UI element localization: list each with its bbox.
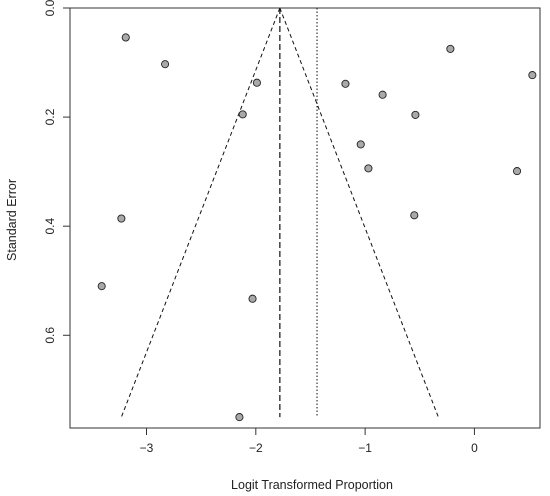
data-points [97,33,537,422]
data-point [356,140,365,149]
x-tick-label: −3 [140,441,154,455]
data-point [161,60,170,69]
funnel-lines [120,7,439,418]
data-point [378,90,387,99]
y-axis-title: Standard Error [5,179,19,261]
funnel-left-line [120,7,281,418]
y-tick-label: 0.6 [43,327,57,344]
data-point [121,33,130,42]
y-axis: 0.0 0.2 0.4 0.6 [43,0,70,344]
x-axis-title: Logit Transformed Proportion [231,478,393,492]
data-point [528,71,537,80]
funnel-right-line [279,7,439,418]
x-tick-label: 0 [471,441,478,455]
data-point [248,294,257,303]
y-tick-label: 0.0 [43,0,57,16]
x-tick-label: −2 [249,441,263,455]
y-tick-label: 0.2 [43,108,57,125]
data-point [410,211,419,220]
y-tick-label: 0.4 [43,218,57,235]
data-point [252,78,261,87]
data-point [235,413,244,422]
data-point [117,214,126,223]
data-point [411,110,420,119]
data-point [97,282,106,291]
data-point [446,44,455,53]
data-point [341,79,350,88]
x-tick-label: −1 [358,441,372,455]
plot-frame [69,7,541,429]
x-axis: −3 −2 −1 0 [140,428,478,455]
data-point [238,110,247,119]
data-point [512,167,522,176]
data-point [364,164,373,173]
